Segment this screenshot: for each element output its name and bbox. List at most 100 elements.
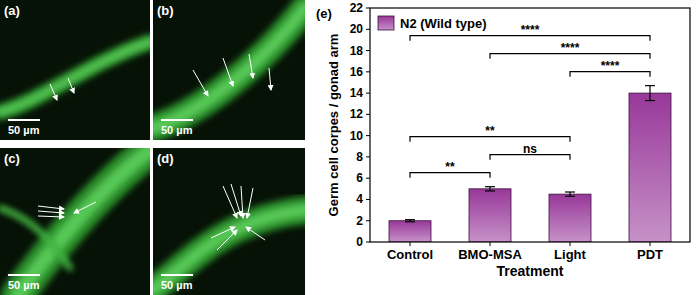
scale-bar-label: 50 µm (8, 124, 40, 136)
arrow (38, 211, 64, 213)
x-tick-label: Light (554, 247, 586, 262)
x-tick (570, 242, 571, 246)
arrow (249, 54, 253, 78)
arrow (231, 184, 241, 216)
micrograph (153, 184, 305, 290)
legend: N2 (Wild type) (378, 16, 487, 31)
arrow (223, 186, 237, 218)
x-tick-label: BMO-MSA (458, 247, 522, 262)
arrow (246, 227, 265, 240)
y-tick-label: 16 (350, 65, 364, 79)
y-tick-label: 12 (350, 107, 364, 121)
error-cap (485, 186, 495, 187)
x-tick-label: PDT (637, 247, 663, 262)
bars (370, 8, 690, 242)
error-bar (485, 187, 495, 191)
bar (549, 194, 591, 242)
worm-core (0, 208, 70, 268)
arrow (211, 227, 235, 238)
error-cap (565, 196, 575, 197)
panel-background (153, 148, 305, 295)
scale-bar-line (161, 274, 193, 276)
error-cap (645, 85, 655, 86)
scale-bar-line (161, 119, 193, 121)
worm-core (153, 210, 305, 290)
worm-body (0, 208, 70, 268)
legend-swatch (378, 16, 394, 30)
error-stem (569, 192, 570, 196)
image-panel: (c)50 µm (0, 148, 150, 295)
image-panel: (b) 50 µm (153, 0, 305, 140)
panel-label: (b) (157, 3, 174, 18)
y-tick-label: 0 (356, 235, 363, 249)
micrograph (153, 8, 305, 128)
significance-label: ** (445, 160, 455, 174)
worm-core (0, 42, 150, 112)
error-cap (405, 221, 415, 222)
panel-label: (e) (316, 6, 332, 21)
arrow (38, 206, 64, 209)
arrow (247, 188, 253, 218)
arrow (68, 78, 74, 93)
error-stem (649, 86, 650, 101)
y-tick-label: 20 (350, 22, 364, 36)
arrow (74, 202, 96, 213)
panel-label: (c) (4, 151, 20, 166)
micrograph (0, 42, 150, 112)
significance-label: ** (485, 124, 495, 138)
error-cap (405, 219, 415, 220)
scale-bar-line (8, 119, 40, 121)
arrow (193, 70, 208, 96)
arrow (241, 186, 243, 218)
panel-label: (a) (4, 3, 20, 18)
scale-bar-label: 50 µm (161, 279, 193, 291)
y-axis-label: Germ cell corpes / gonad arm (326, 34, 341, 217)
error-cap (485, 190, 495, 191)
figure: (a) 50 µm (b) 50 µm (c)50 µm (d) 50 µm (e) 0 2 4 6 8… (0, 0, 700, 295)
arrow (50, 84, 57, 100)
error-stem (489, 187, 490, 191)
x-tick-label: Control (387, 247, 433, 262)
x-tick (650, 242, 651, 246)
error-cap (645, 100, 655, 101)
error-bar (565, 192, 575, 196)
arrow (223, 58, 233, 86)
arrow (217, 230, 237, 250)
scale-bar-label: 50 µm (161, 124, 193, 136)
error-bar (645, 86, 655, 101)
significance-label: ns (523, 142, 537, 156)
micrograph (0, 150, 150, 295)
y-tick-label: 8 (356, 150, 363, 164)
significance-bracket: **** (410, 23, 650, 41)
legend-label: N2 (Wild type) (400, 16, 487, 31)
panel-background (153, 0, 305, 140)
plot-background (370, 8, 690, 242)
x-tick (410, 242, 411, 246)
arrow (269, 68, 271, 90)
image-panel: (a) 50 µm (0, 0, 150, 140)
y-tick-label: 6 (356, 171, 363, 185)
plot-frame (370, 8, 690, 242)
y-tick-label: 18 (350, 44, 364, 58)
panel-background (0, 0, 150, 140)
worm-body (0, 42, 150, 112)
y-tick-label: 10 (350, 129, 364, 143)
worm-core (153, 8, 305, 128)
error-cap (565, 191, 575, 192)
significance-bracket: **** (490, 41, 650, 59)
y-tick-label: 2 (356, 214, 363, 228)
x-tick (490, 242, 491, 246)
panel-label: (d) (157, 151, 174, 166)
significance-bracket: ns (490, 142, 570, 160)
error-bar (405, 220, 415, 222)
worm-body (153, 8, 305, 128)
y-tick-label: 4 (356, 192, 363, 206)
significance-bracket: ** (410, 124, 570, 142)
scale-bar-line (8, 274, 40, 276)
significance-bracket: ** (410, 160, 490, 178)
significance-label: **** (601, 59, 620, 73)
arrow (38, 216, 64, 217)
worm-body (18, 150, 150, 295)
significance-label: **** (561, 41, 580, 55)
bar (469, 189, 511, 242)
